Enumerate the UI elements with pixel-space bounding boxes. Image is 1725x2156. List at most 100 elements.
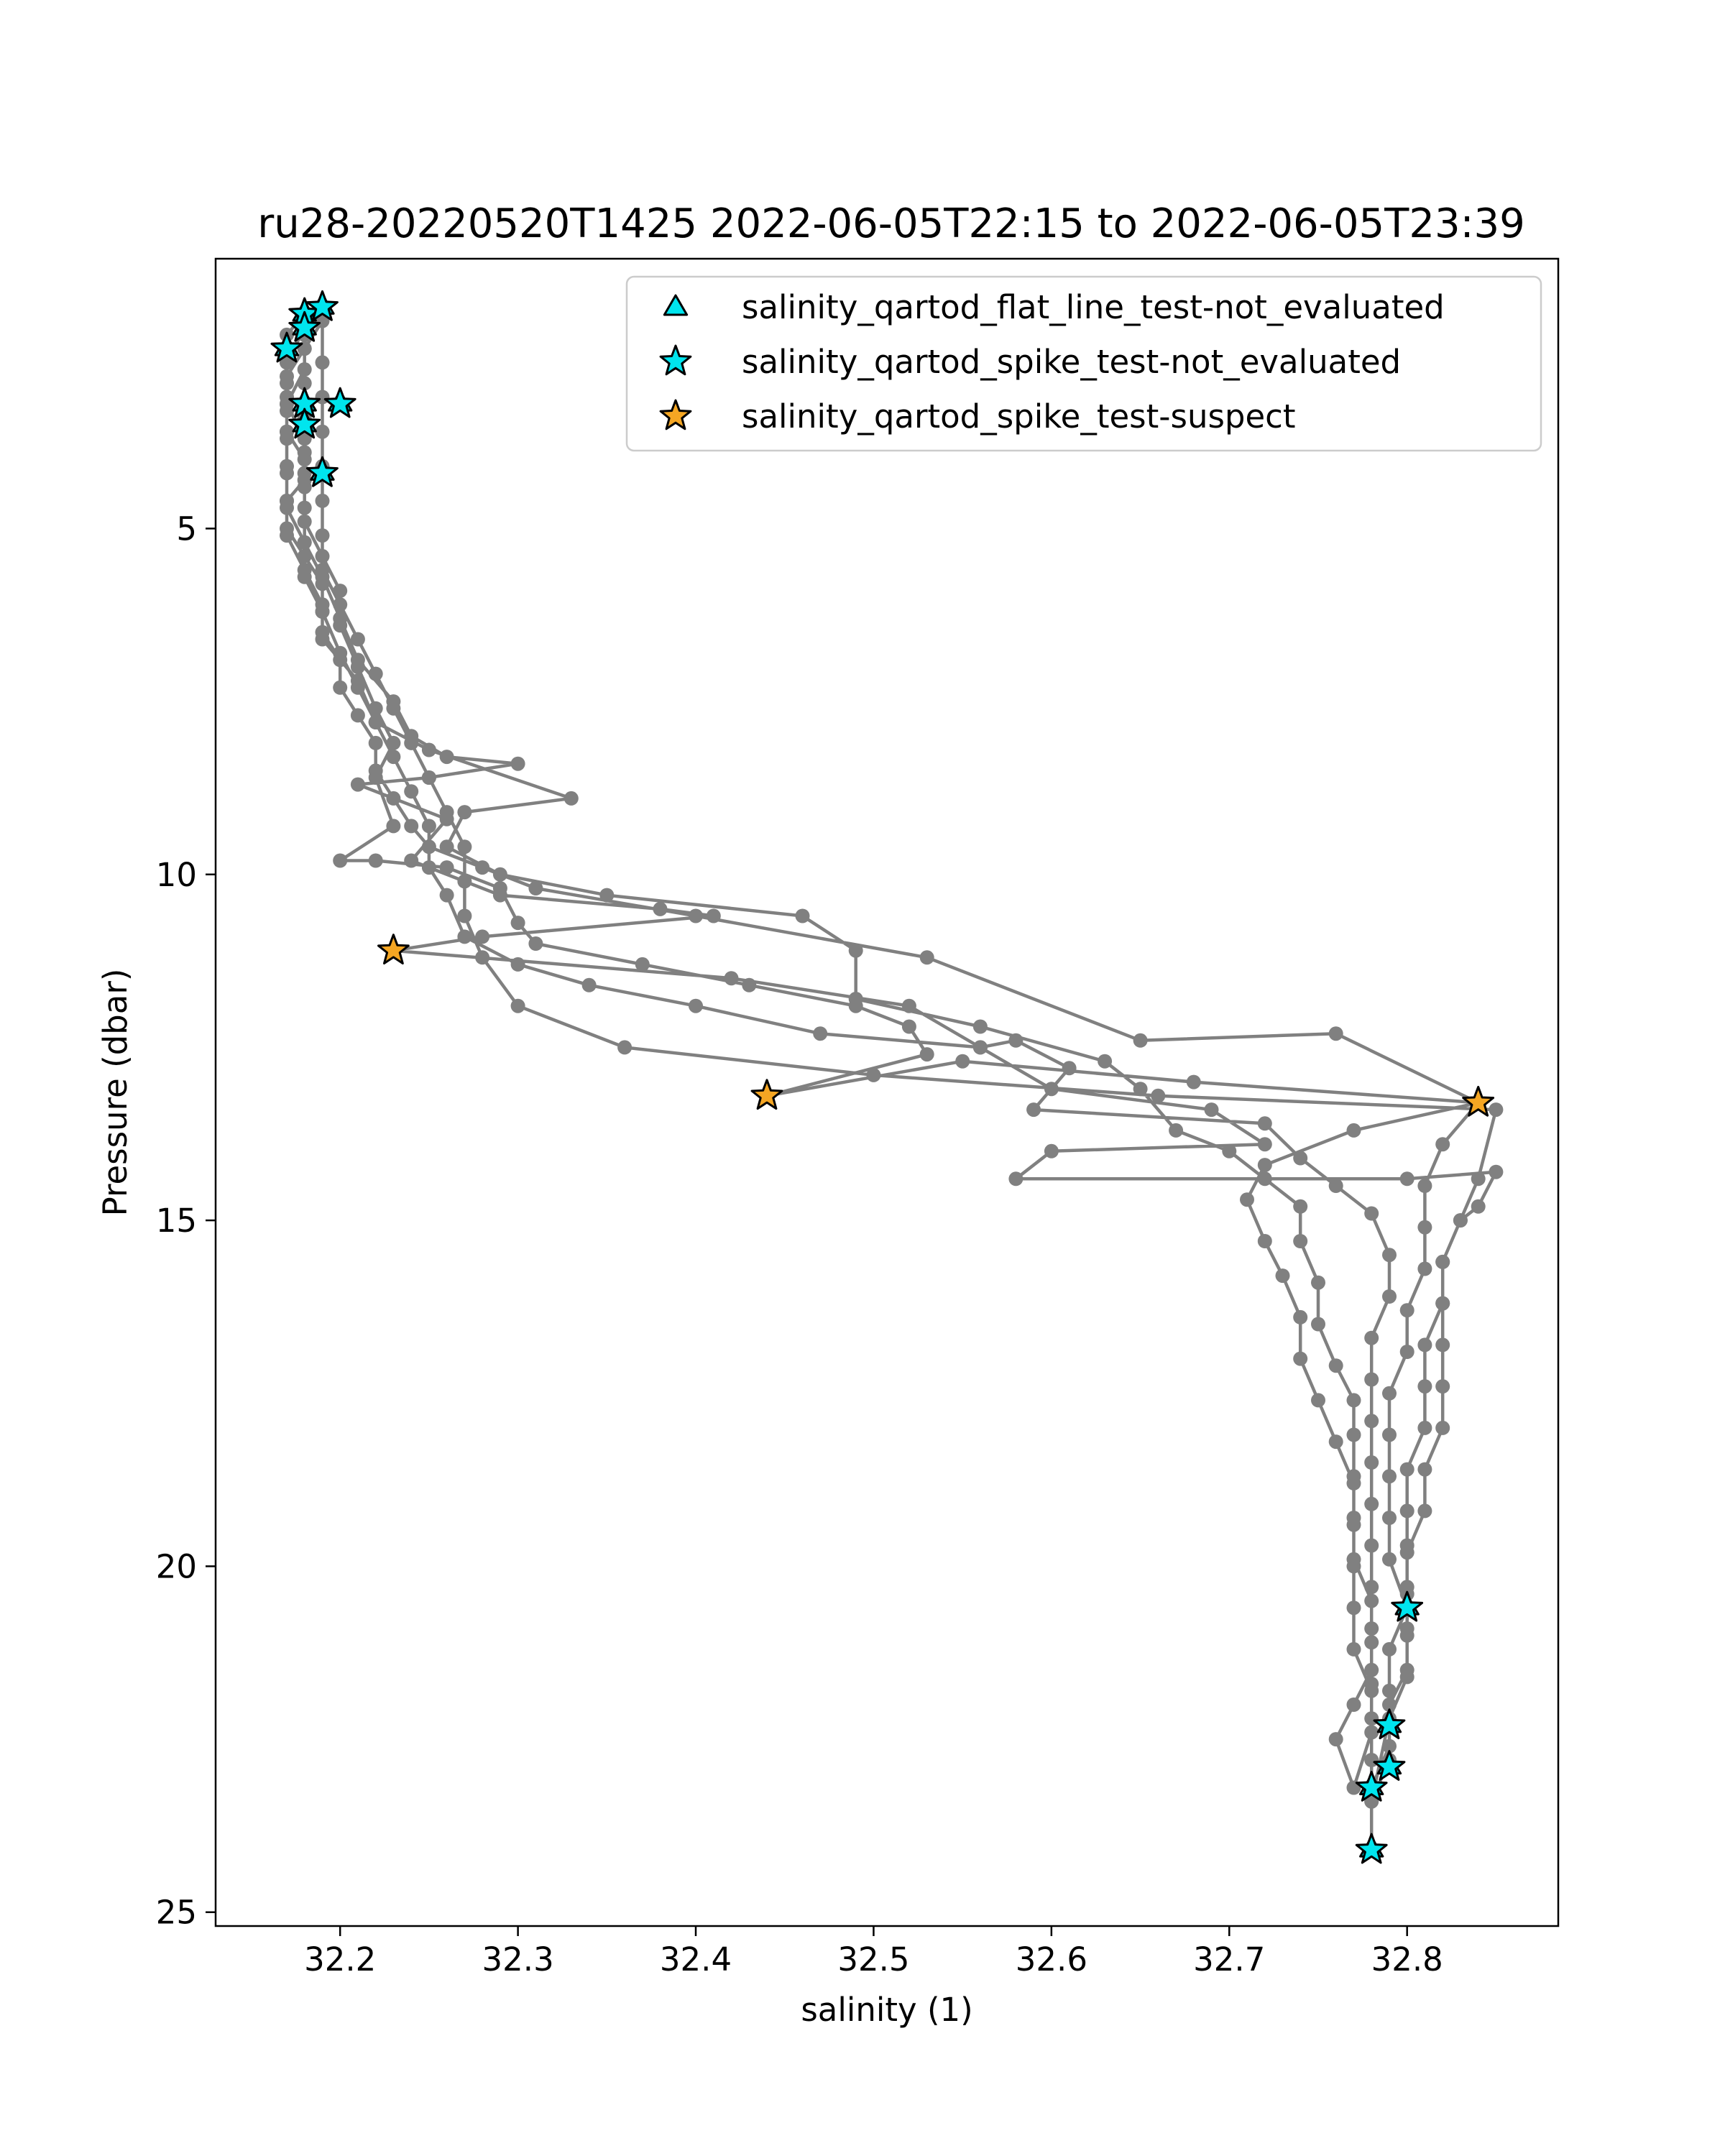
legend-entry: salinity_qartod_spike_test-not_evaluated xyxy=(659,343,1401,381)
profile-point xyxy=(350,680,365,695)
flag-star-marker xyxy=(1373,1708,1406,1740)
profile-point xyxy=(1399,1669,1414,1685)
profile-point xyxy=(368,853,383,868)
profile-point xyxy=(1346,1641,1361,1657)
profile-point xyxy=(297,445,312,460)
profile-point xyxy=(457,908,472,923)
profile-point xyxy=(528,881,543,895)
profile-point xyxy=(280,369,294,384)
profile-point xyxy=(439,750,454,765)
profile-point xyxy=(1293,1351,1308,1366)
profile-point xyxy=(1311,1393,1325,1408)
profile-point xyxy=(1399,1303,1414,1318)
profile-point xyxy=(1133,1082,1148,1097)
profile-point xyxy=(972,1040,988,1055)
profile-point xyxy=(510,756,525,771)
profile-point xyxy=(404,853,419,868)
profile-point xyxy=(457,839,472,854)
profile-point xyxy=(1417,1379,1432,1394)
series-1 xyxy=(270,290,1424,1864)
profile-point xyxy=(1471,1171,1486,1187)
x-tick-label: 32.7 xyxy=(1193,1940,1265,1978)
x-tick-label: 32.6 xyxy=(1016,1940,1087,1978)
profile-point xyxy=(564,791,579,806)
x-tick-label: 32.4 xyxy=(660,1940,732,1978)
profile-point xyxy=(1257,1116,1272,1131)
profile-point xyxy=(1364,1206,1379,1221)
profile-point xyxy=(350,632,365,647)
profile-point xyxy=(1417,1462,1432,1477)
profile-point xyxy=(421,770,436,785)
profile-point xyxy=(386,791,401,806)
y-tick-label: 15 xyxy=(156,1202,197,1240)
profile-point xyxy=(333,597,348,612)
profile-point xyxy=(1222,1143,1237,1158)
profile-point xyxy=(315,548,330,563)
flag-star-marker xyxy=(377,934,410,964)
profile-point xyxy=(1399,1462,1414,1477)
profile-point xyxy=(510,998,525,1013)
profile-point xyxy=(1364,1677,1379,1692)
profile-point xyxy=(1328,1179,1343,1193)
profile-point xyxy=(1399,1545,1414,1560)
flag-star-marker xyxy=(1391,1590,1424,1622)
profile-point xyxy=(510,957,525,972)
profile-point xyxy=(386,819,401,834)
profile-point xyxy=(1311,1275,1325,1290)
profile-point xyxy=(848,992,863,1006)
profile-point xyxy=(333,645,348,660)
legend: salinity_qartod_flat_line_test-not_evalu… xyxy=(625,275,1542,452)
profile-point xyxy=(1328,1026,1343,1041)
profile-point xyxy=(1151,1088,1166,1103)
profile-point xyxy=(599,888,615,903)
profile-point xyxy=(1257,1137,1272,1152)
profile-point xyxy=(901,1019,916,1034)
profile-point xyxy=(439,888,454,903)
axis-ticks: 32.2 32.3 32.4 32.5 32.6 32.7 32.8 5 10 15 20 25 xyxy=(156,510,1443,1978)
profile-point xyxy=(724,971,739,986)
legend-entry: salinity_qartod_flat_line_test-not_evalu… xyxy=(663,288,1445,326)
profile-point xyxy=(1382,1248,1397,1263)
profile-point xyxy=(1382,1386,1397,1401)
profile-point xyxy=(1399,1628,1414,1643)
profile-point xyxy=(1364,1725,1379,1740)
profile-point xyxy=(315,424,330,439)
axes-frame xyxy=(214,257,1560,1927)
profile-point xyxy=(1346,1469,1361,1484)
profile-point xyxy=(1257,1158,1272,1173)
y-tick-label: 25 xyxy=(156,1894,197,1932)
legend-marker xyxy=(659,344,692,376)
profile-point xyxy=(457,805,472,820)
profile-point xyxy=(333,853,348,868)
profile-point xyxy=(528,936,543,951)
legend-entry: salinity_qartod_spike_test-suspect xyxy=(659,397,1296,436)
profile-point xyxy=(1328,1434,1343,1450)
profile-point xyxy=(1489,1164,1504,1179)
flag-star-marker xyxy=(1355,1833,1388,1864)
profile-point xyxy=(1364,1635,1379,1650)
series-2 xyxy=(377,934,1495,1117)
profile-point xyxy=(439,811,454,826)
profile-point xyxy=(1364,1414,1379,1429)
profile-point xyxy=(333,680,348,695)
profile-point xyxy=(439,860,454,875)
profile-point xyxy=(350,777,365,792)
profile-point xyxy=(404,784,419,799)
profile-point xyxy=(1417,1503,1432,1519)
profile-point xyxy=(1471,1199,1486,1214)
profile-point xyxy=(1026,1102,1041,1118)
profile-point xyxy=(1382,1289,1397,1304)
profile-point xyxy=(1364,1372,1379,1387)
profile-point xyxy=(972,1019,988,1034)
profile-point xyxy=(421,819,436,834)
profile-point xyxy=(1204,1102,1219,1118)
profile-point xyxy=(315,528,330,543)
profile-point xyxy=(510,916,525,931)
profile-point xyxy=(1098,1054,1113,1069)
profile-point xyxy=(866,1067,881,1082)
y-tick-label: 10 xyxy=(156,856,197,894)
profile-point xyxy=(280,528,294,543)
profile-point xyxy=(280,466,294,481)
profile-point xyxy=(919,1047,934,1062)
flag-star-marker xyxy=(1373,1750,1406,1781)
